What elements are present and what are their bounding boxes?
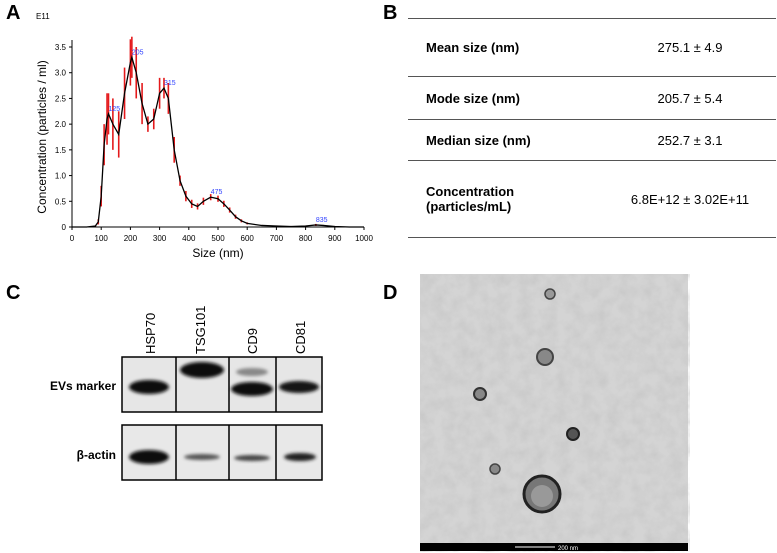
tem-image: 200 nm <box>420 274 688 552</box>
panel-label: A <box>6 2 21 24</box>
x-tick-label: 700 <box>270 234 284 243</box>
y-tick-label: 1.5 <box>55 146 67 155</box>
x-tick-label: 100 <box>95 234 109 243</box>
row-label: Median size (nm) <box>408 119 586 161</box>
peak-label: 835 <box>316 217 328 224</box>
panel-label: B <box>383 2 398 24</box>
blot-upper <box>121 356 323 413</box>
x-tick-label: 800 <box>299 234 313 243</box>
x-tick-label: 1000 <box>355 234 373 243</box>
row-label: EVs marker <box>50 379 116 393</box>
peak-label: 205 <box>132 49 144 56</box>
row-value: 275.1 ± 4.9 <box>586 18 776 77</box>
scale-bar-label: 200 nm <box>558 546 578 552</box>
x-tick-label: 900 <box>328 234 342 243</box>
x-tick-label: 0 <box>70 234 75 243</box>
x-tick-label: 500 <box>211 234 225 243</box>
panel-label: C <box>6 282 21 304</box>
row-label: Mode size (nm) <box>408 76 586 120</box>
row-label: Concentration (particles/mL) <box>408 160 586 238</box>
column-label: CD81 <box>293 321 308 354</box>
line <box>72 54 364 228</box>
x-axis-label: Size (nm) <box>192 246 243 260</box>
peak-label: 125 <box>109 106 121 113</box>
row-value: 6.8E+12 ± 3.02E+11 <box>586 160 776 238</box>
peak-label: 475 <box>211 189 223 196</box>
panel-label: D <box>383 282 398 304</box>
peak-label: 315 <box>164 80 176 87</box>
column-label: CD9 <box>245 328 260 354</box>
x-tick-label: 400 <box>182 234 196 243</box>
x-tick-label: 300 <box>153 234 167 243</box>
y-tick-label: 3.5 <box>55 43 67 52</box>
y-tick-label: 2.0 <box>55 120 67 129</box>
row-value: 205.7 ± 5.4 <box>586 76 776 120</box>
y-tick-label: 2.5 <box>55 94 67 103</box>
row-label: Mean size (nm) <box>408 18 586 77</box>
y-tick-label: 3.0 <box>55 69 67 78</box>
x-tick-label: 200 <box>124 234 138 243</box>
y-tick-label: 1.0 <box>55 172 67 181</box>
y-tick-label: 0.5 <box>55 197 67 206</box>
row-value: 252.7 ± 3.1 <box>586 119 776 161</box>
chart: E11 Size (nm) Concentration (particles /… <box>35 12 373 260</box>
row-label: β-actin <box>77 448 116 462</box>
x-tick-label: 600 <box>241 234 255 243</box>
y-axis-label: Concentration (particles / ml) <box>35 60 49 213</box>
western-blot: HSP70 TSG101 CD9 CD81 EVs marker β-actin <box>50 306 323 481</box>
multiplier: E11 <box>36 12 50 21</box>
column-label: HSP70 <box>143 313 158 354</box>
summary-table: Mean size (nm) 275.1 ± 4.9 Mode size (nm)… <box>408 18 776 238</box>
blot-lower <box>121 424 323 481</box>
column-label: TSG101 <box>193 306 208 354</box>
y-tick-label: 0 <box>62 223 67 232</box>
